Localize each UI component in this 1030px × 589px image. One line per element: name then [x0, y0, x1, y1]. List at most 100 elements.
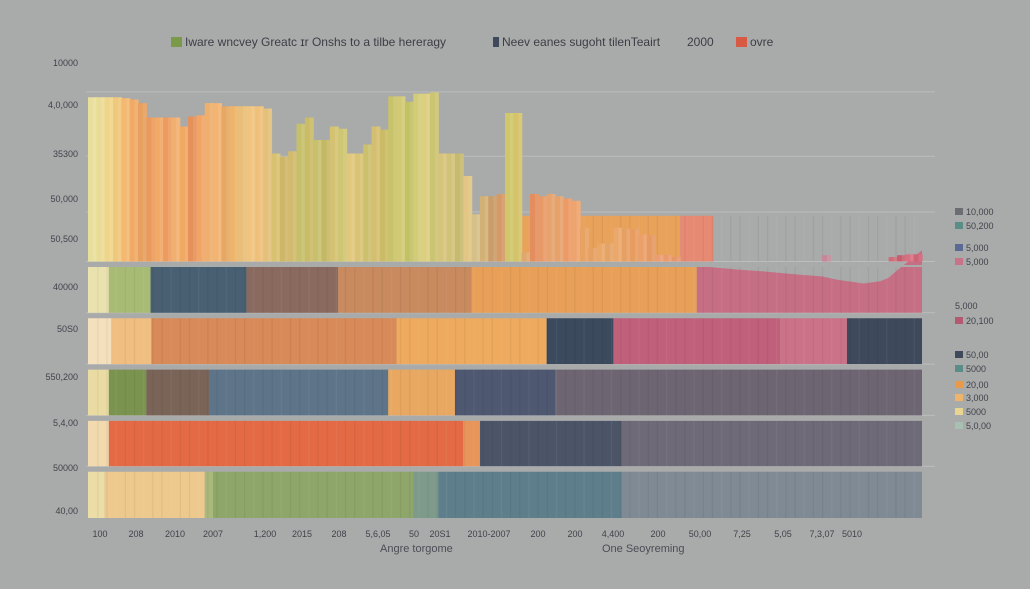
band-4-streak — [684, 317, 686, 365]
band-4-streak — [464, 317, 466, 365]
band-2-streak — [840, 419, 842, 467]
band-2-streak — [207, 419, 209, 467]
band-2-streak — [867, 419, 870, 467]
band-3-streak — [198, 368, 200, 416]
right-legend-item-4: 5,000 — [955, 257, 989, 267]
band-3-segment-7 — [555, 368, 922, 416]
band-3-streak — [372, 368, 374, 416]
band-4-segment-6 — [613, 317, 781, 365]
band-2-streak — [500, 419, 503, 467]
bar-35 — [371, 126, 381, 262]
band-5-streak — [308, 266, 310, 313]
band-2-streak — [253, 419, 255, 467]
bar-24 — [279, 156, 289, 262]
band-5-streak — [243, 266, 246, 313]
bar-5 — [121, 98, 131, 262]
bar-7 — [138, 103, 147, 262]
band-5-streak — [629, 266, 631, 313]
band-1-streak — [748, 470, 750, 518]
band-3-streak — [418, 368, 420, 416]
band-1-streak — [913, 470, 915, 518]
x-tick-4: 2007 — [203, 529, 223, 539]
band-4-streak — [427, 317, 429, 365]
y-tick-7: 50S0 — [57, 324, 78, 334]
band-2-streak — [913, 419, 915, 467]
bar-60-highlight — [584, 227, 589, 262]
band-3-streak — [711, 368, 714, 416]
band-3-streak — [537, 368, 539, 416]
band-5-streak — [574, 266, 576, 313]
band-3-streak — [179, 368, 182, 416]
bar-20-highlight — [251, 106, 256, 262]
bar-70 — [663, 254, 673, 262]
band-4-streak — [418, 317, 420, 365]
band-1-streak — [299, 470, 301, 518]
band-2-streak — [665, 419, 668, 467]
x-tick-15: 200 — [650, 529, 665, 539]
band-4-streak — [445, 317, 448, 365]
bar-58 — [563, 198, 573, 262]
band-5-streak — [776, 266, 778, 313]
bar-10-highlight — [167, 117, 172, 262]
bar-57 — [555, 196, 564, 262]
band-2-streak — [243, 419, 246, 467]
band-3-streak — [344, 368, 347, 416]
band-1-streak — [895, 470, 897, 518]
x-tick-7: 208 — [331, 529, 346, 539]
bar-58-highlight — [568, 198, 573, 262]
right-legend-swatch-1 — [955, 208, 963, 215]
band-2-streak — [757, 419, 760, 467]
bar-31-highlight — [343, 128, 348, 262]
band-5-streak — [198, 266, 200, 313]
bar-39-highlight — [409, 101, 414, 262]
bar-55 — [538, 196, 548, 262]
band-2-streak — [574, 419, 576, 467]
bar-39 — [404, 101, 414, 262]
bar-64-highlight — [618, 227, 623, 262]
bar-85-highlight — [901, 255, 906, 262]
y-axis-ticks: 10000 4,0,000 35300 50,000 50,500 40000 50S0 55… — [45, 58, 78, 516]
bar-54 — [530, 194, 539, 262]
band-2-streak — [812, 419, 815, 467]
band-3-streak — [555, 368, 558, 416]
band-1-streak — [684, 470, 686, 518]
band-6-streak — [528, 214, 530, 262]
band-5-streak — [702, 266, 704, 313]
band-5-streak — [601, 266, 604, 313]
band-2-segment-4 — [479, 419, 622, 467]
bar-9-highlight — [159, 117, 164, 262]
band-3-streak — [904, 368, 906, 416]
band-1-streak — [115, 470, 117, 518]
band-5-streak — [491, 266, 493, 313]
band-3-streak — [262, 368, 264, 416]
band-2-streak — [785, 419, 787, 467]
bar-5-highlight — [126, 98, 131, 262]
band-5-streak — [216, 266, 218, 313]
band-4-streak — [207, 317, 209, 365]
band-4-streak — [106, 317, 108, 365]
band-4-streak — [867, 317, 870, 365]
band-2-streak — [280, 419, 282, 467]
band-6-streak — [821, 214, 824, 262]
right-legend-swatch-9 — [955, 381, 963, 388]
right-legend-label-4: 5,000 — [966, 257, 989, 267]
band-1-streak — [867, 470, 870, 518]
band-2-streak — [528, 419, 530, 467]
band-4-streak — [565, 317, 567, 365]
y-tick-3: 35300 — [53, 149, 78, 159]
band-1-streak — [473, 470, 475, 518]
bar-51 — [505, 113, 514, 262]
band-1-streak — [528, 470, 530, 518]
band-3-streak — [436, 368, 438, 416]
band-2-streak — [858, 419, 860, 467]
band-2-segment-3 — [463, 419, 480, 467]
y-tick-6: 40000 — [53, 282, 78, 292]
band-3-streak — [271, 368, 273, 416]
right-legend-label-7: 50,00 — [966, 350, 989, 360]
band-3-streak — [876, 368, 879, 416]
bar-42 — [429, 92, 439, 262]
y-tick-5: 50,500 — [50, 234, 78, 244]
band-6-streak — [831, 214, 833, 262]
band-4-streak — [785, 317, 787, 365]
